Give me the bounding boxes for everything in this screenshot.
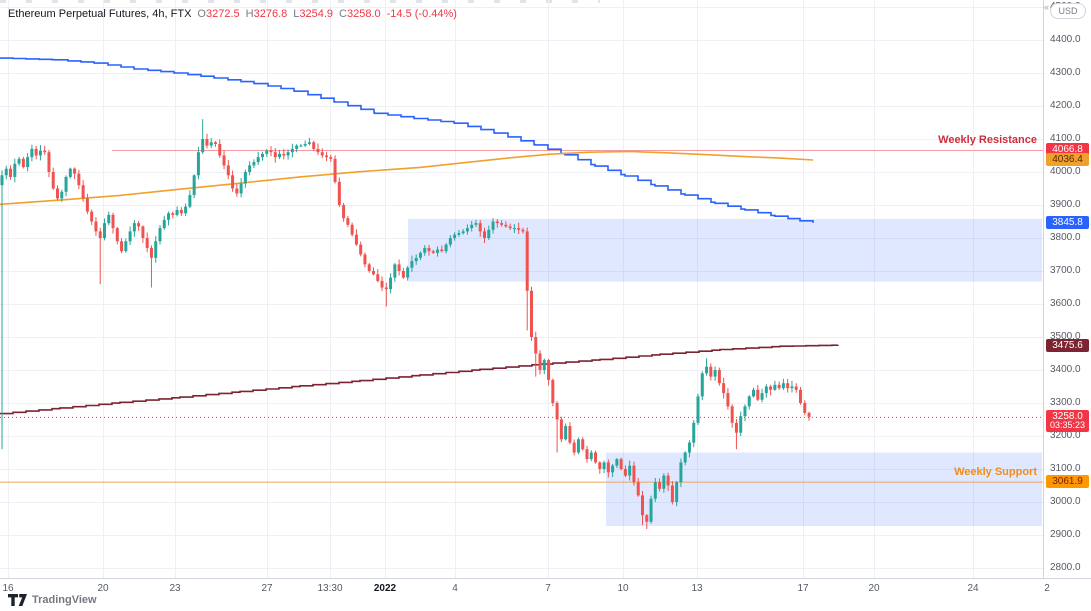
price-tick-label: 3600.0: [1050, 298, 1081, 309]
support-badge: 3061.9: [1046, 475, 1089, 489]
collapse-scale-icon[interactable]: «: [1044, 2, 1050, 12]
tradingview-attribution[interactable]: TradingView: [8, 594, 97, 606]
price-tick-label: 4000.0: [1050, 166, 1081, 177]
change-value: -14.5 (-0.44%): [386, 8, 457, 20]
time-tick-label: 13:30: [317, 583, 343, 594]
trend-maroon-badge: 3475.6: [1046, 338, 1089, 352]
current-price-badge: 3258.0 03:35:23: [1046, 410, 1089, 433]
price-tick-label: 3100.0: [1050, 463, 1081, 474]
close-value: 3258.0: [346, 8, 381, 20]
indicator-lines: [0, 57, 839, 415]
time-tick-label: 2: [1044, 583, 1050, 594]
time-axis[interactable]: 16 20 23 27 13:30 2022 4 7 10 13 17 20 24 2: [0, 578, 1091, 597]
price-tick-label: 3900.0: [1050, 199, 1081, 210]
time-tick-label: 13: [691, 583, 703, 594]
price-tick-label: 3500.0: [1050, 331, 1081, 342]
time-tick-label: 7: [545, 583, 551, 594]
high-value: 3276.8: [253, 8, 288, 20]
weekly-resistance-label: Weekly Resistance: [938, 133, 1037, 146]
level-lines: [0, 149, 1043, 483]
high-label: H: [245, 8, 254, 20]
highlight-zones: [408, 218, 1042, 527]
symbol-legend[interactable]: Ethereum Perpetual Futures, 4h, FTX O3272…: [8, 8, 457, 20]
weekly-support-label: Weekly Support: [954, 465, 1037, 478]
gridlines: [0, 0, 1043, 578]
time-tick-label: 20: [868, 583, 880, 594]
currency-unit-button[interactable]: USD: [1050, 3, 1086, 19]
time-tick-label: 2022: [373, 583, 397, 594]
time-tick-label: 20: [97, 583, 109, 594]
low-label: L: [293, 8, 300, 20]
ma-yellow: [0, 150, 814, 206]
low-value: 3254.9: [299, 8, 334, 20]
time-tick-label: 17: [797, 583, 809, 594]
price-tick-label: 4400.0: [1050, 34, 1081, 45]
price-tick-label: 2800.0: [1050, 562, 1081, 573]
price-axis[interactable]: 4500.04400.04300.04200.04100.04000.03900…: [1043, 0, 1091, 578]
ma-blue-badge: 3845.8: [1046, 216, 1089, 230]
price-tick-label: 2900.0: [1050, 529, 1081, 540]
open-label: O: [197, 8, 206, 20]
ma-yellow-badge: 4036.4: [1046, 153, 1089, 167]
tradingview-logo-text: TradingView: [32, 594, 97, 606]
time-tick-label: 10: [617, 583, 629, 594]
close-label: C: [339, 8, 347, 20]
price-tick-label: 3700.0: [1050, 265, 1081, 276]
price-tick-label: 4300.0: [1050, 67, 1081, 78]
price-tick-label: 3000.0: [1050, 496, 1081, 507]
trend-maroon: [0, 344, 839, 415]
price-tick-label: 3300.0: [1050, 397, 1081, 408]
clipped-toolbar-strip: [0, 0, 600, 3]
price-chart-canvas[interactable]: [0, 0, 1043, 578]
price-tick-label: 3400.0: [1050, 364, 1081, 375]
price-tick-label: 4100.0: [1050, 133, 1081, 144]
ma-blue: [0, 57, 814, 223]
time-tick-label: 4: [452, 583, 458, 594]
price-tick-label: 4200.0: [1050, 100, 1081, 111]
tradingview-logo-icon: [8, 594, 27, 606]
symbol-title[interactable]: Ethereum Perpetual Futures, 4h, FTX: [8, 8, 192, 20]
time-tick-label: 23: [169, 583, 181, 594]
price-tick-label: 3800.0: [1050, 232, 1081, 243]
candlesticks: [0, 119, 811, 530]
chart-pane[interactable]: Ethereum Perpetual Futures, 4h, FTX O3272…: [0, 0, 1043, 578]
time-tick-label: 27: [261, 583, 273, 594]
open-value: 3272.5: [205, 8, 240, 20]
time-tick-label: 24: [967, 583, 979, 594]
price-tick-label: 3200.0: [1050, 430, 1081, 441]
resistance-badge: 4066.8: [1046, 143, 1089, 157]
time-tick-label: 16: [2, 583, 14, 594]
